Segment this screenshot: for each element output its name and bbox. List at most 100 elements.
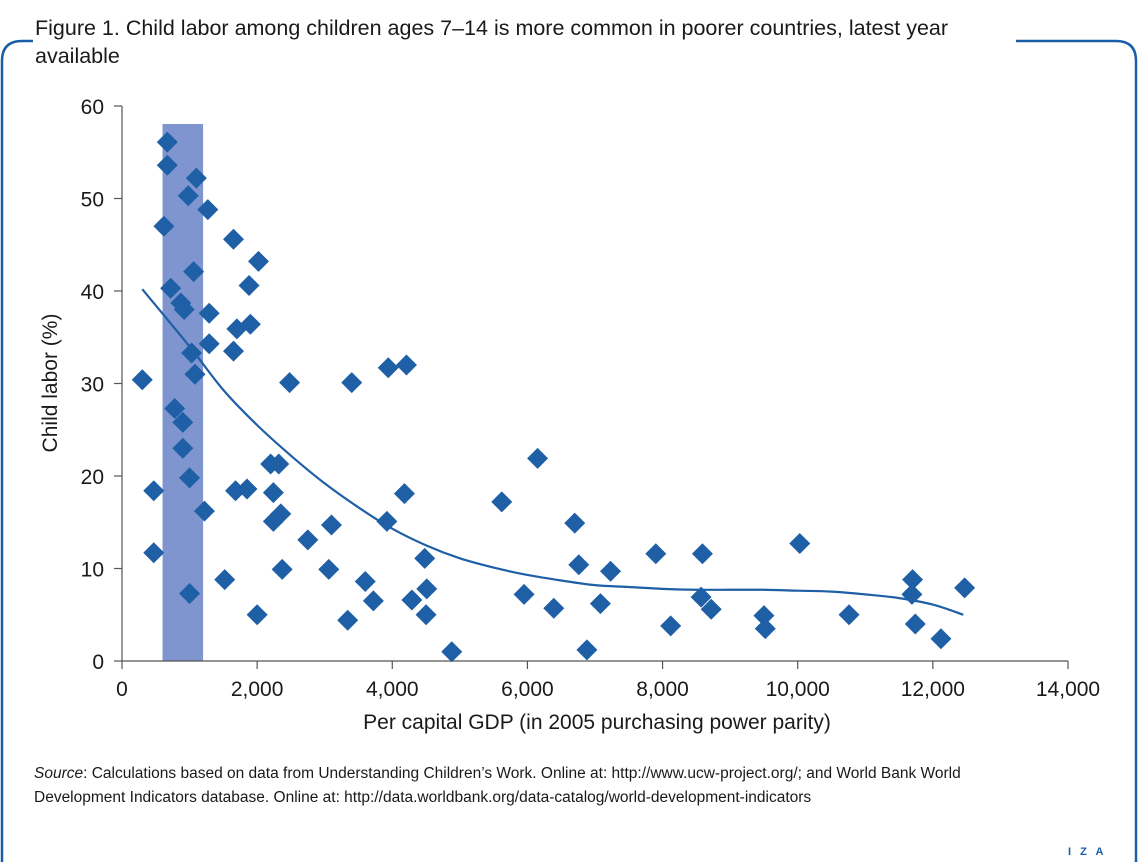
- data-point: [754, 618, 776, 640]
- y-tick-label: 20: [81, 466, 104, 489]
- data-point: [270, 503, 292, 525]
- data-point: [131, 369, 153, 391]
- data-point: [691, 543, 713, 565]
- data-point: [156, 131, 178, 153]
- data-point: [645, 543, 667, 565]
- data-point: [589, 593, 611, 615]
- data-point: [320, 514, 342, 536]
- data-point: [143, 542, 165, 564]
- data-point: [789, 533, 811, 555]
- data-point: [543, 597, 565, 619]
- data-point: [600, 560, 622, 582]
- data-point: [239, 313, 261, 335]
- data-point: [181, 342, 203, 364]
- data-point: [173, 299, 195, 320]
- data-point: [341, 372, 363, 394]
- y-tick-label: 10: [81, 559, 104, 582]
- y-tick-label: 40: [81, 281, 104, 304]
- data-point: [183, 261, 205, 283]
- source-text: : Calculations based on data from Unders…: [34, 765, 961, 806]
- data-point: [164, 397, 186, 419]
- data-point: [236, 478, 258, 500]
- data-point: [902, 569, 924, 591]
- x-tick-label: 12,000: [901, 678, 965, 701]
- data-point: [198, 333, 220, 355]
- data-point: [279, 372, 301, 394]
- data-point: [193, 500, 215, 522]
- data-point: [153, 215, 175, 237]
- y-tick-label: 0: [92, 651, 104, 674]
- x-tick-label: 14,000: [1036, 678, 1100, 701]
- data-point: [268, 453, 290, 475]
- data-point: [568, 554, 590, 576]
- data-point: [576, 639, 598, 661]
- data-point: [838, 604, 860, 626]
- data-point: [222, 340, 244, 362]
- source-label: Source: [34, 765, 84, 782]
- data-point: [179, 582, 201, 604]
- data-point: [376, 510, 398, 532]
- data-point: [156, 154, 178, 176]
- data-point: [416, 578, 438, 600]
- data-point: [318, 558, 340, 580]
- data-point: [415, 604, 437, 626]
- data-point: [246, 604, 268, 626]
- data-point: [160, 277, 182, 299]
- frame-border: [0, 39, 1138, 862]
- data-point: [377, 357, 399, 379]
- data-point: [401, 589, 423, 611]
- data-point: [262, 482, 284, 504]
- data-point: [184, 363, 206, 385]
- x-tick-label: 2,000: [231, 678, 284, 701]
- data-point: [395, 354, 417, 376]
- trend-line: [141, 288, 964, 616]
- data-point: [354, 570, 376, 592]
- data-point: [198, 302, 220, 324]
- data-point: [222, 228, 244, 250]
- data-point: [172, 411, 194, 433]
- data-point: [660, 615, 682, 637]
- data-point: [954, 577, 976, 599]
- data-point: [214, 569, 236, 591]
- data-point: [297, 529, 319, 551]
- y-axis-label: Child labor (%): [39, 314, 62, 453]
- y-tick-label: 30: [81, 374, 104, 397]
- data-point: [513, 583, 535, 605]
- data-point: [690, 586, 712, 608]
- x-tick-label: 4,000: [366, 678, 419, 701]
- data-point: [197, 199, 219, 221]
- data-point: [179, 467, 201, 489]
- data-point: [247, 250, 269, 272]
- data-point: [362, 590, 384, 612]
- data-point: [177, 185, 199, 207]
- y-tick-label: 60: [81, 96, 104, 119]
- source-note: Source: Calculations based on data from …: [34, 762, 1034, 810]
- data-point: [185, 167, 207, 189]
- x-tick-label: 6,000: [501, 678, 554, 701]
- data-point: [527, 447, 549, 469]
- y-tick-label: 50: [81, 189, 104, 212]
- highlight-band: [162, 124, 204, 661]
- data-point: [143, 480, 165, 502]
- data-point: [491, 491, 513, 513]
- data-point: [753, 605, 775, 627]
- data-point: [337, 609, 359, 631]
- data-point: [414, 547, 436, 569]
- data-point: [700, 598, 722, 620]
- data-point: [238, 274, 260, 296]
- figure-title: Figure 1. Child labor among children age…: [35, 16, 949, 68]
- scatter-chart: 0 10 20 30 40 50 60 0 2,000 4,000 6,000 8,000 10,000…: [39, 96, 1100, 734]
- x-axis-label: Per capital GDP (in 2005 purchasing powe…: [363, 711, 831, 734]
- data-point: [930, 628, 952, 650]
- x-tick-label: 8,000: [636, 678, 689, 701]
- x-tick-label: 0: [116, 678, 128, 701]
- data-point: [564, 512, 586, 534]
- data-point: [271, 558, 293, 580]
- data-point: [441, 641, 463, 663]
- data-point: [904, 613, 926, 635]
- data-point: [393, 483, 415, 505]
- x-tick-label: 10,000: [766, 678, 830, 701]
- data-point: [172, 437, 194, 459]
- iza-logo: I Z A: [1068, 846, 1107, 858]
